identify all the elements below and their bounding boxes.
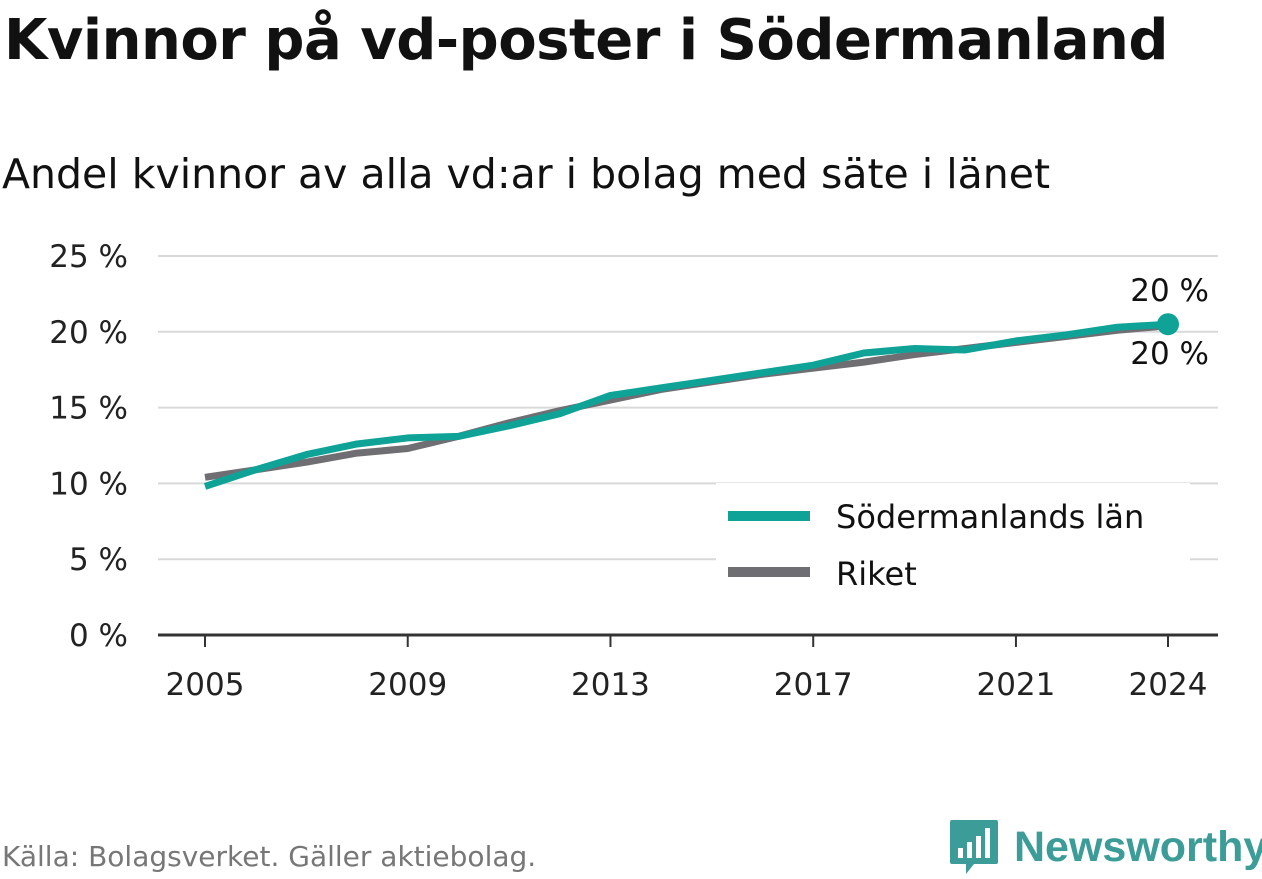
series-lines [203, 313, 1179, 490]
end-point-marker [1157, 313, 1179, 336]
x-tick-label: 2009 [368, 667, 447, 703]
x-tick-label: 2021 [976, 667, 1055, 703]
y-tick-label: 5 % [69, 542, 128, 578]
legend-background [716, 483, 1190, 598]
y-tick-label: 25 % [49, 239, 128, 275]
x-tick-label: 2024 [1129, 667, 1208, 703]
legend-label-sodermanland: Södermanlands län [836, 498, 1144, 536]
y-tick-label: 15 % [49, 391, 128, 427]
chart-subtitle: Andel kvinnor av alla vd:ar i bolag med … [2, 150, 1051, 198]
legend-label-riket: Riket [836, 555, 917, 593]
end-label-riket: 20 % [1130, 336, 1209, 372]
y-tick-label: 20 % [49, 315, 128, 351]
y-axis-ticks: 0 % 5 % 10 % 15 % 20 % 25 % [49, 239, 128, 654]
brand-logo[interactable]: Newsworthy [948, 818, 1262, 876]
x-tick-label: 2005 [166, 667, 245, 703]
source-note: Källa: Bolagsverket. Gäller aktiebolag. [2, 840, 537, 873]
series-line-sodermanland [203, 320, 1169, 490]
series-line-riket [204, 322, 1169, 481]
chart-title: Kvinnor på vd-poster i Södermanland [4, 8, 1169, 73]
end-labels: 20 % 20 % [1130, 273, 1209, 372]
x-tick-label: 2013 [571, 667, 650, 703]
x-tick-label: 2017 [774, 667, 853, 703]
x-axis: 2005 2009 2013 2017 2021 2024 [158, 633, 1218, 703]
y-tick-label: 10 % [49, 466, 128, 502]
legend: Södermanlands län Riket [716, 483, 1190, 598]
end-label-sodermanland: 20 % [1130, 273, 1209, 309]
newsworthy-logo-icon [950, 820, 998, 874]
brand-name: Newsworthy [1014, 822, 1262, 871]
y-tick-label: 0 % [69, 618, 128, 654]
